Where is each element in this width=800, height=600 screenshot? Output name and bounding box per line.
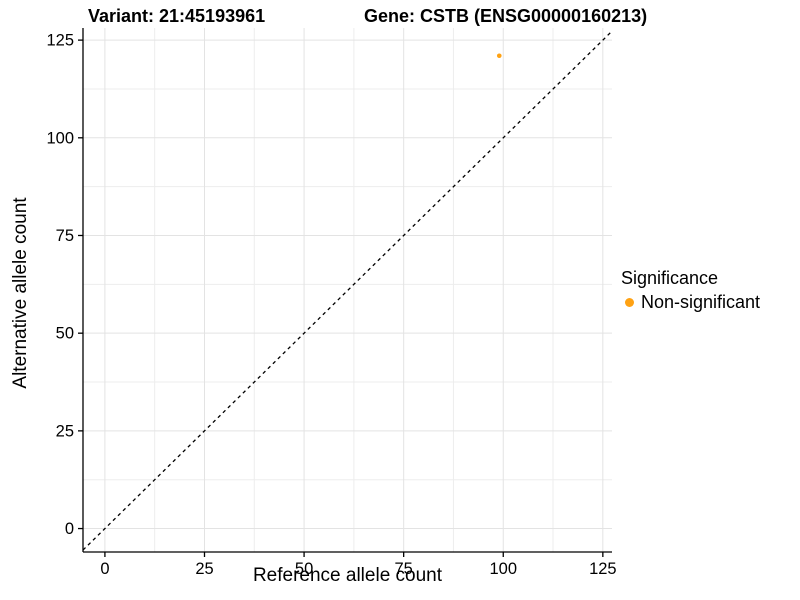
identity-dashed-line [82, 30, 613, 551]
x-tick-label: 100 [489, 560, 517, 578]
legend: Significance Non-significant [621, 268, 760, 313]
x-tick-label: 0 [100, 560, 109, 578]
y-tick-label: 125 [46, 32, 74, 50]
x-tick-label: 25 [195, 560, 213, 578]
legend-point-icon [625, 298, 634, 307]
data-point [496, 53, 502, 59]
legend-title: Significance [621, 268, 719, 288]
x-tick-label: 75 [394, 560, 412, 578]
y-tick-label: 50 [56, 325, 74, 343]
x-tick-label: 50 [295, 560, 313, 578]
plot-title-variant: Variant: 21:45193961 [88, 6, 266, 26]
y-tick-label: 0 [65, 520, 74, 538]
y-tick-label: 75 [56, 227, 74, 245]
x-axis-title: Reference allele count [252, 565, 443, 586]
legend-item-label: Non-significant [641, 292, 761, 312]
x-tick-label: 125 [589, 560, 617, 578]
legend-item: Non-significant [621, 292, 760, 313]
y-axis-title: Alternative allele count [10, 197, 31, 389]
plot-title-gene: Gene: CSTB (ENSG00000160213) [364, 6, 648, 26]
y-tick-label: 100 [46, 129, 74, 147]
y-tick-label: 25 [56, 422, 74, 440]
